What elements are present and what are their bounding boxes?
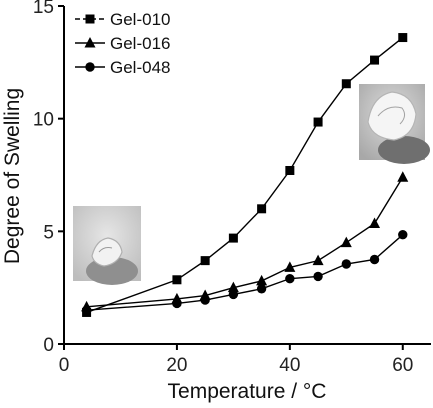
x-tick-label: 20 <box>166 355 187 376</box>
legend-marker <box>85 62 95 72</box>
y-axis-title: Degree of Swelling <box>1 88 24 264</box>
data-point <box>369 217 381 228</box>
y-tick-label: 0 <box>43 335 54 356</box>
data-point <box>257 204 267 214</box>
legend-label: Gel-010 <box>110 10 170 29</box>
data-point <box>398 230 408 240</box>
data-point <box>228 233 238 243</box>
data-point <box>341 79 351 89</box>
data-point <box>398 33 408 43</box>
legend-item: Gel-010 <box>75 10 170 29</box>
data-point <box>200 256 210 266</box>
y-tick-label: 5 <box>43 222 54 243</box>
series-line <box>86 176 404 308</box>
data-point <box>200 295 210 305</box>
data-point <box>341 259 352 269</box>
data-point <box>256 284 267 294</box>
data-point <box>313 271 323 282</box>
legend-label: Gel-016 <box>110 34 170 53</box>
x-axis-title: Temperature / °C <box>168 380 327 403</box>
data-point <box>340 236 352 248</box>
x-tick-label: 0 <box>59 355 70 376</box>
data-point <box>312 254 324 266</box>
legend: Gel-010 Gel-016 Gel-048 <box>75 10 170 77</box>
y-tick-label: 15 <box>33 0 54 18</box>
data-point <box>227 281 239 293</box>
axes <box>63 6 431 345</box>
data-point <box>369 254 380 265</box>
legend-marker <box>84 37 96 48</box>
data-point <box>397 171 409 182</box>
axis-ticks: 0 20 40 60 0 5 10 15 <box>33 0 413 376</box>
data-point <box>256 274 268 286</box>
data-point <box>285 165 295 175</box>
data-point <box>172 275 182 285</box>
series-gel-048 <box>81 230 408 315</box>
data-point <box>284 261 296 272</box>
data-point <box>81 305 92 315</box>
legend-item: Gel-048 <box>75 58 170 77</box>
series-line <box>86 36 404 314</box>
inset-photo-high-temp <box>359 84 430 164</box>
legend-marker <box>85 14 95 24</box>
inset-photo-low-temp <box>73 206 141 285</box>
data-point <box>285 273 295 284</box>
data-point <box>370 55 380 65</box>
series-line <box>86 234 404 311</box>
x-tick-label: 60 <box>392 355 413 376</box>
data-point <box>313 117 323 127</box>
x-tick-label: 40 <box>279 355 300 376</box>
data-point <box>228 289 239 300</box>
legend-item: Gel-016 <box>75 34 170 53</box>
y-tick-label: 10 <box>33 110 54 131</box>
legend-label: Gel-048 <box>110 58 170 77</box>
series-layer <box>81 33 409 317</box>
data-point <box>172 298 182 309</box>
